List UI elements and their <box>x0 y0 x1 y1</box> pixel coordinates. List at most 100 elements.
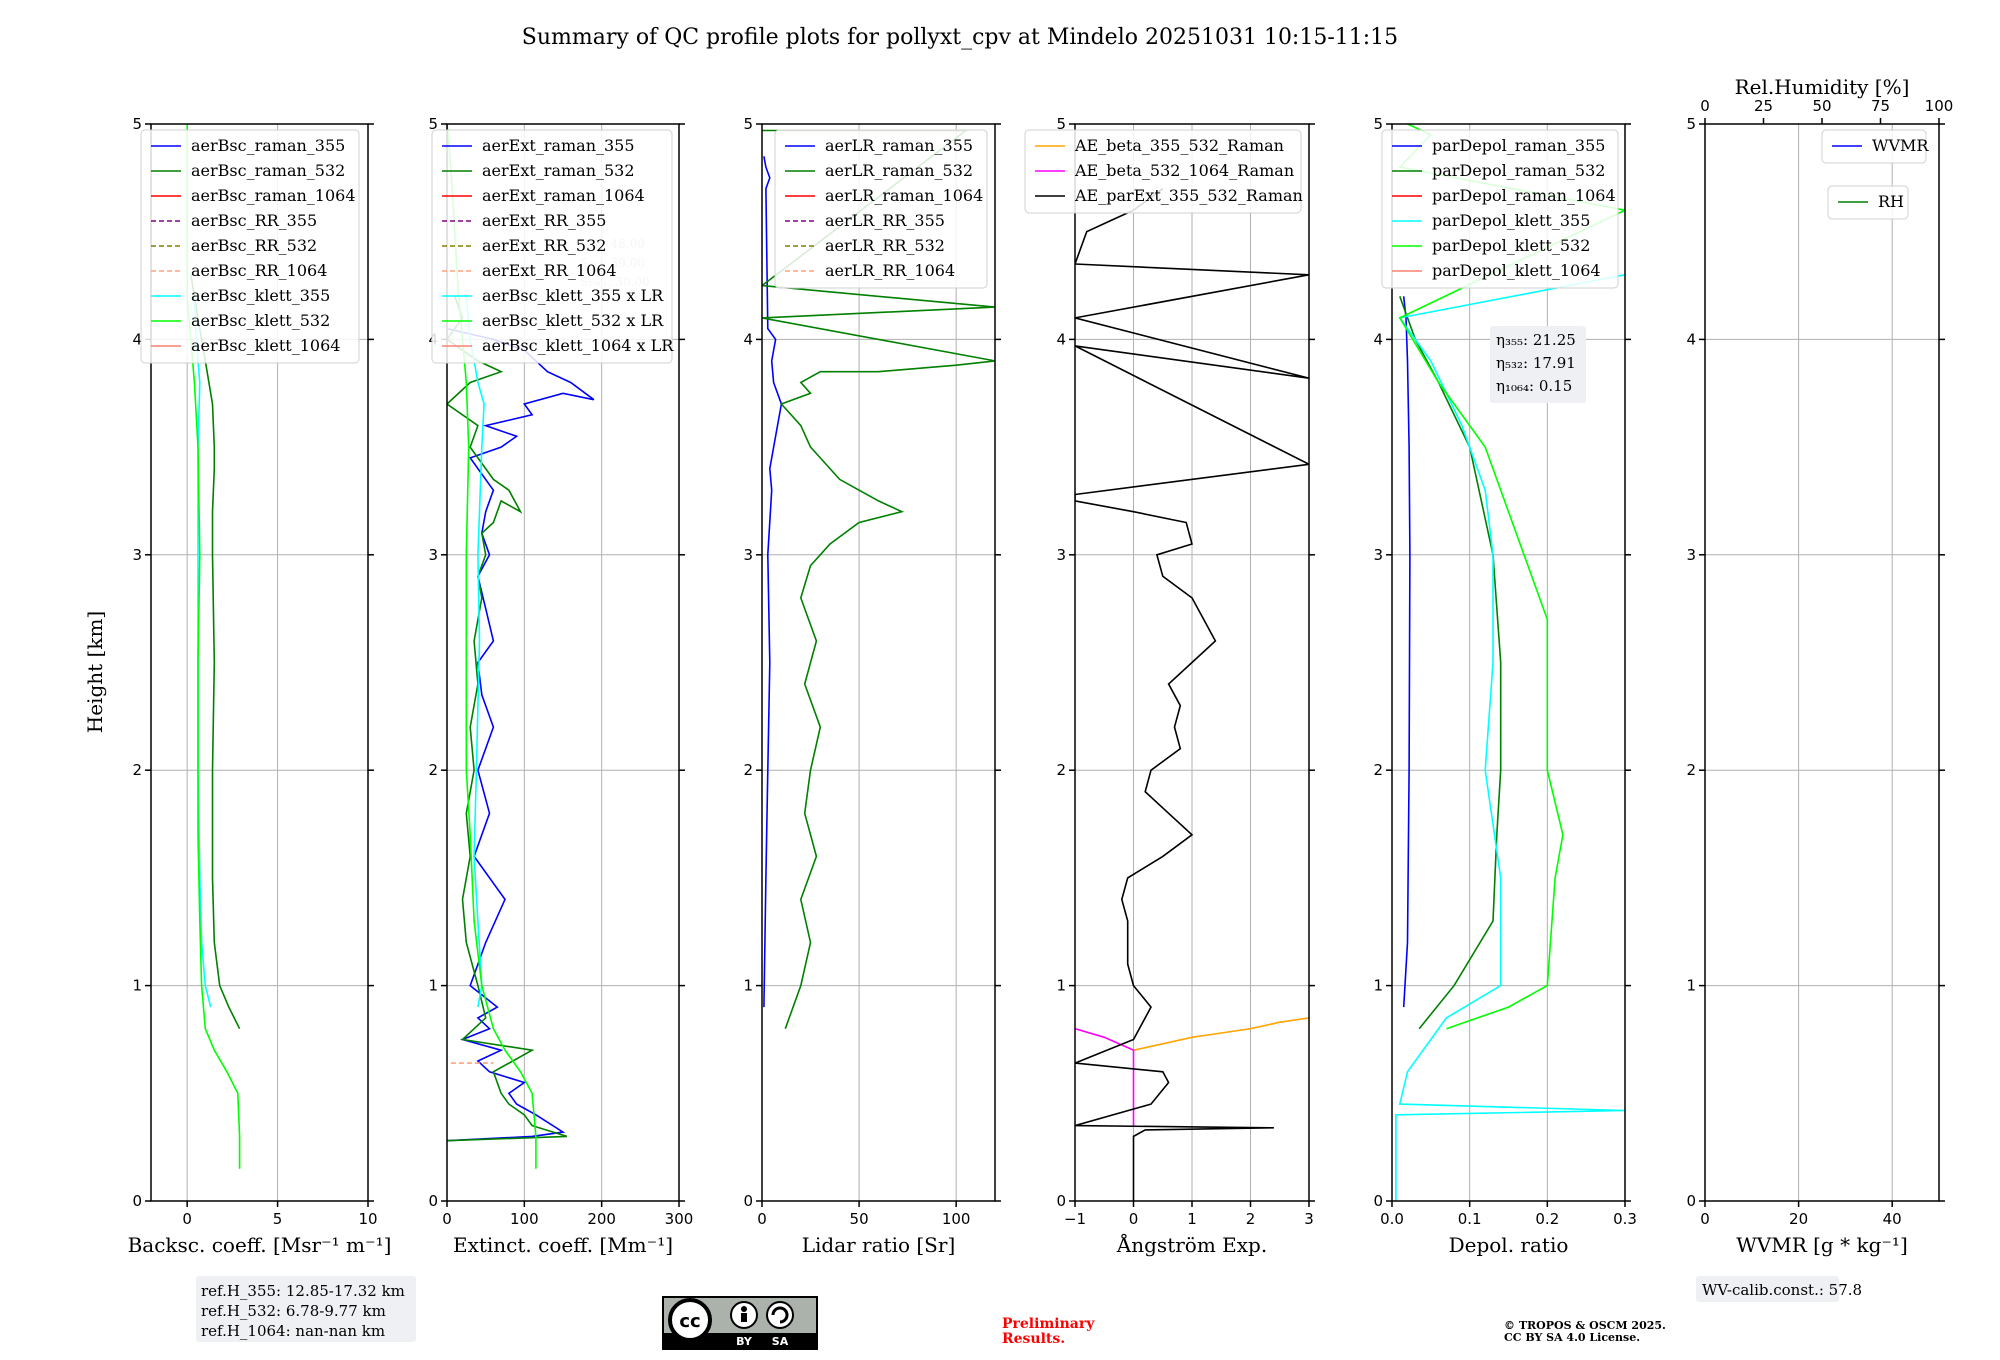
y-tick-label: 0 <box>1056 1192 1066 1210</box>
chart-title: Summary of QC profile plots for pollyxt_… <box>522 25 1398 50</box>
x-tick-label: 0.1 <box>1458 1210 1482 1228</box>
y-tick-label: 4 <box>132 330 142 348</box>
series-line-AE_beta_355_532_Raman <box>1133 1017 1309 1051</box>
legend-label: parDepol_raman_355 <box>1432 136 1605 155</box>
legend-frame <box>140 129 360 364</box>
legend-label: aerExt_raman_532 <box>482 161 635 180</box>
preliminary-label-line2: Results. <box>1002 1331 1065 1347</box>
y-tick-label: 3 <box>132 546 142 564</box>
legend-label: AE_parExt_355_532_Raman <box>1074 186 1303 205</box>
y-tick-label: 5 <box>1056 115 1066 133</box>
y-tick-label: 2 <box>743 761 753 779</box>
top-x-tick-label: 25 <box>1754 97 1773 115</box>
legend-label: aerLR_raman_355 <box>825 136 973 155</box>
x-tick-label: 100 <box>942 1210 971 1228</box>
annotation-text: η₅₃₂: 17.91 <box>1496 354 1576 372</box>
y-tick-label: 3 <box>1686 546 1696 564</box>
legend-label: parDepol_klett_1064 <box>1432 261 1601 280</box>
copyright-line2: CC BY SA 4.0 License. <box>1504 1331 1640 1344</box>
legend-label: aerBsc_klett_1064 x LR <box>482 336 674 355</box>
legend-label: WVMR <box>1872 136 1929 155</box>
series-line-parDepol_raman_355 <box>1402 296 1411 1008</box>
attribution-icon-body <box>741 1313 747 1322</box>
legend-label: aerLR_RR_1064 <box>825 261 955 280</box>
legend-frame <box>431 129 673 364</box>
reference-height-box: ref.H_355: 12.85-17.32 km ref.H_532: 6.7… <box>196 1276 416 1342</box>
series-line-aerExt_raman_355 <box>447 327 595 1142</box>
y-tick-label: 1 <box>132 977 142 995</box>
legend-label: AE_beta_532_1064_Raman <box>1074 161 1294 180</box>
legend-label: parDepol_klett_355 <box>1432 211 1590 230</box>
x-tick-label: 0.2 <box>1535 1210 1559 1228</box>
series-line-parDepol_klett_355 <box>1395 274 1625 1201</box>
legend-label: aerLR_raman_532 <box>825 161 973 180</box>
y-tick-label: 2 <box>1373 761 1383 779</box>
legend-label: aerExt_RR_532 <box>482 236 606 255</box>
x-axis-label: Backsc. coeff. [Msr⁻¹ m⁻¹] <box>128 1233 392 1257</box>
x-tick-label: 0.0 <box>1380 1210 1404 1228</box>
axes-frame <box>1391 123 1626 1202</box>
y-tick-label: 3 <box>1373 546 1383 564</box>
y-tick-label: 2 <box>1056 761 1066 779</box>
legend-label: parDepol_klett_532 <box>1432 236 1590 255</box>
legend-frame <box>774 129 988 289</box>
legend-label: parDepol_raman_1064 <box>1432 186 1616 205</box>
legend: WVMR <box>1821 129 1929 164</box>
y-tick-label: 5 <box>132 115 142 133</box>
y-tick-label: 1 <box>1686 977 1696 995</box>
y-tick-label: 2 <box>132 761 142 779</box>
y-tick-label: 0 <box>1373 1192 1383 1210</box>
series-group <box>762 129 995 1029</box>
x-tick-label: 20 <box>1789 1210 1808 1228</box>
annotation-text: η₃₅₅: 21.25 <box>1496 331 1576 349</box>
panel-dep: 0 1 2 3 4 5 0.0 0.1 0.2 0.3 Depol. ratio η₃₅₅: 21.2… <box>1373 115 1636 1257</box>
ref-h-1064: ref.H_1064: nan-nan km <box>201 1322 385 1340</box>
y-tick-label: 1 <box>743 977 753 995</box>
series-line-aerBsc_klett_355 x LR <box>465 296 485 1008</box>
reference-height-box-bg <box>196 1276 416 1342</box>
legend-label: aerBsc_raman_532 <box>191 161 345 180</box>
legend-label: aerExt_RR_1064 <box>482 261 617 280</box>
y-tick-label: 5 <box>428 115 438 133</box>
y-tick-label: 2 <box>1686 761 1696 779</box>
x-tick-label: 100 <box>510 1210 539 1228</box>
legend-label: aerBsc_RR_355 <box>191 211 317 230</box>
y-tick-label: 0 <box>1686 1192 1696 1210</box>
y-tick-label: 1 <box>1056 977 1066 995</box>
legend-label: aerBsc_klett_532 x LR <box>482 311 664 330</box>
legend-label: AE_beta_355_532_Raman <box>1074 136 1284 155</box>
y-tick-label: 5 <box>1686 115 1696 133</box>
legend-frame <box>1821 129 1927 164</box>
ref-h-355: ref.H_355: 12.85-17.32 km <box>201 1282 405 1300</box>
legend-label: aerBsc_RR_1064 <box>191 261 327 280</box>
x-axis-label: WVMR [g * kg⁻¹] <box>1736 1233 1908 1257</box>
legend: aerBsc_raman_355 aerBsc_raman_532 aerBsc_r… <box>140 129 360 364</box>
series-line-aerExt_raman_532 <box>447 296 568 1142</box>
x-tick-label: 10 <box>358 1210 377 1228</box>
legend-frame <box>1024 129 1302 214</box>
y-tick-label: 0 <box>743 1192 753 1210</box>
y-tick-label: 1 <box>1373 977 1383 995</box>
panel-ext: 0123450100200300Extinct. coeff. [Mm⁻¹]S₃… <box>428 115 693 1257</box>
x-tick-label: 300 <box>665 1210 694 1228</box>
annotation-box <box>1490 326 1586 403</box>
x-axis-label: Lidar ratio [Sr] <box>802 1233 956 1257</box>
legend: parDepol_raman_355 parDepol_raman_532 parD… <box>1381 129 1619 289</box>
top-x-tick-label: 50 <box>1812 97 1831 115</box>
wv-calib-box-bg <box>1696 1276 1839 1302</box>
ref-h-532: ref.H_532: 6.78-9.77 km <box>201 1302 386 1320</box>
series-line-aerLR_raman_532 <box>762 129 995 1029</box>
y-tick-label: 4 <box>1056 330 1066 348</box>
legend-label: aerBsc_klett_1064 <box>191 336 340 355</box>
cc-license-badge: cc BY SA <box>662 1296 818 1350</box>
share-alike-icon <box>766 1301 794 1329</box>
legend: aerLR_raman_355 aerLR_raman_532 aerLR_rama… <box>774 129 988 289</box>
series-line-AE_parExt_355_532_Raman <box>1075 187 1309 1201</box>
x-axis-label: Extinct. coeff. [Mm⁻¹] <box>453 1233 673 1257</box>
x-tick-label: 50 <box>850 1210 869 1228</box>
copyright-line1: © TROPOS & OSCM 2025. <box>1504 1319 1666 1332</box>
series-line-parDepol_raman_532 <box>1399 296 1502 1030</box>
top-x-tick-label: 0 <box>1700 97 1710 115</box>
